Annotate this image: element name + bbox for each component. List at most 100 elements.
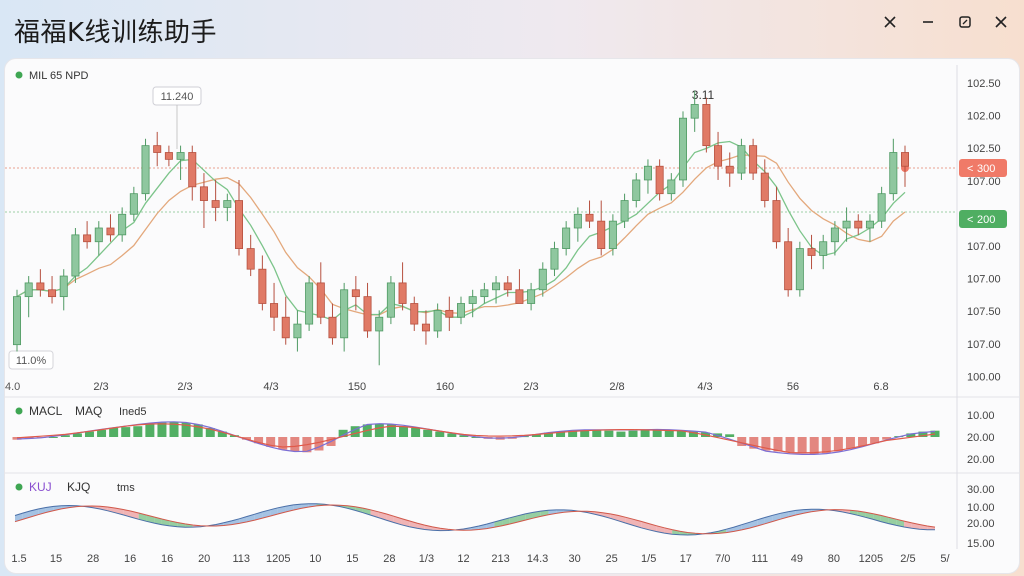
candle[interactable] — [83, 221, 92, 249]
candle[interactable] — [351, 276, 360, 311]
candle[interactable] — [106, 214, 115, 242]
candle[interactable] — [679, 111, 688, 187]
candle[interactable] — [141, 138, 150, 201]
candle[interactable] — [398, 262, 407, 311]
macd-bar — [870, 437, 880, 444]
candle[interactable] — [725, 152, 734, 187]
candle[interactable] — [468, 289, 477, 318]
macd-bar — [24, 437, 34, 439]
candle[interactable] — [94, 221, 103, 256]
macd-bar — [350, 426, 360, 437]
candle[interactable] — [842, 207, 851, 242]
candle[interactable] — [807, 234, 816, 270]
candle[interactable] — [223, 193, 232, 222]
restore-button[interactable] — [953, 10, 977, 34]
d-line — [14, 504, 936, 535]
candle[interactable] — [515, 269, 524, 304]
candle[interactable] — [153, 131, 162, 167]
candle[interactable] — [830, 221, 839, 256]
candle[interactable] — [188, 145, 197, 201]
candle[interactable] — [795, 241, 804, 297]
candle[interactable] — [36, 269, 45, 297]
candle[interactable] — [328, 303, 337, 345]
macd-bar — [411, 428, 421, 437]
candle[interactable] — [749, 138, 758, 180]
close-button[interactable] — [989, 10, 1013, 34]
candle[interactable] — [456, 296, 465, 325]
macd-bar — [399, 426, 409, 437]
candle[interactable] — [620, 193, 629, 228]
candle[interactable] — [176, 145, 185, 180]
candle[interactable] — [585, 200, 594, 228]
candle[interactable] — [714, 131, 723, 180]
candle[interactable] — [784, 228, 793, 297]
macd-bar — [266, 437, 276, 447]
candle[interactable] — [480, 282, 489, 304]
candle[interactable] — [316, 262, 325, 325]
settings-button[interactable] — [878, 10, 902, 34]
candle[interactable] — [608, 214, 617, 256]
candle[interactable] — [410, 296, 419, 331]
candle[interactable] — [503, 276, 512, 297]
candle[interactable] — [690, 90, 699, 132]
macd-bar — [833, 437, 843, 452]
candle[interactable] — [12, 289, 21, 352]
candle[interactable] — [386, 276, 395, 325]
candle[interactable] — [889, 138, 898, 201]
macd-bar — [773, 437, 783, 452]
candle[interactable] — [492, 276, 501, 304]
kline-chart[interactable]: MIL 65 NPD 11.240 3.11 11.0% 102.50 102.0… — [5, 59, 1019, 573]
candle[interactable] — [433, 303, 442, 338]
candle[interactable] — [597, 200, 606, 256]
candle[interactable] — [819, 234, 828, 270]
candle[interactable] — [340, 282, 349, 352]
candle[interactable] — [445, 296, 454, 331]
candle[interactable] — [59, 269, 68, 311]
candle[interactable] — [877, 186, 886, 228]
candle[interactable] — [865, 214, 874, 242]
candle[interactable] — [211, 179, 220, 222]
candle[interactable] — [24, 276, 33, 318]
kdj-x-tick: 25 — [606, 553, 618, 565]
kdj-x-tick: 16 — [161, 553, 173, 565]
macd-bar — [447, 433, 457, 437]
macd-dot — [15, 407, 23, 415]
candle[interactable] — [199, 173, 208, 228]
candle[interactable] — [901, 145, 910, 187]
candle[interactable] — [71, 228, 80, 283]
candle[interactable] — [258, 255, 267, 311]
candle[interactable] — [118, 207, 127, 242]
candle[interactable] — [164, 145, 173, 167]
candle[interactable] — [375, 310, 384, 366]
minimize-button[interactable] — [916, 10, 940, 34]
candle[interactable] — [421, 310, 430, 345]
candle[interactable] — [643, 159, 652, 194]
candle[interactable] — [760, 159, 769, 208]
candle[interactable] — [538, 262, 547, 297]
candle[interactable] — [573, 207, 582, 242]
candle[interactable] — [737, 138, 746, 180]
candle[interactable] — [305, 276, 314, 331]
kdj-area-slice — [896, 519, 905, 528]
candle[interactable] — [281, 296, 290, 345]
candle[interactable] — [293, 310, 302, 352]
macd-bar — [640, 429, 650, 437]
candle[interactable] — [702, 97, 711, 153]
candle[interactable] — [363, 282, 372, 338]
candle[interactable] — [772, 186, 781, 249]
candle[interactable] — [234, 179, 243, 256]
candle[interactable] — [854, 214, 863, 235]
candle[interactable] — [562, 221, 571, 256]
candle[interactable] — [270, 282, 279, 331]
candle[interactable] — [129, 186, 138, 222]
candle[interactable] — [48, 276, 57, 304]
macd-bar — [435, 431, 445, 437]
candle[interactable] — [655, 159, 664, 201]
kdj-x-tick: 14.3 — [527, 553, 548, 565]
candle[interactable] — [632, 173, 641, 208]
candle[interactable] — [246, 234, 255, 277]
candle[interactable] — [550, 241, 559, 277]
candle[interactable] — [667, 173, 676, 201]
candle[interactable] — [527, 282, 536, 311]
kdj-tick: 10.00 — [967, 502, 995, 514]
